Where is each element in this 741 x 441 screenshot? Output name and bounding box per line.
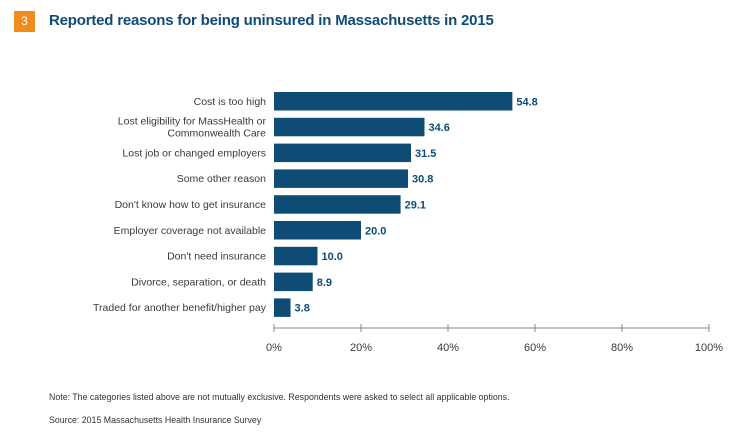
value-label-4: 29.1 — [405, 199, 426, 211]
chart-source: Source: 2015 Massachusetts Health Insura… — [49, 415, 262, 425]
chart-note: Note: The categories listed above are no… — [49, 392, 510, 402]
bar-8 — [274, 298, 291, 317]
value-label-7: 8.9 — [317, 277, 332, 289]
bar-0 — [274, 92, 513, 111]
bar-7 — [274, 272, 313, 292]
value-label-6: 10.0 — [322, 251, 343, 263]
category-label-0: Cost is too high — [194, 96, 267, 108]
bar-5 — [274, 221, 361, 240]
bar-2 — [274, 143, 412, 163]
category-label-1-line-0: Lost eligibility for MassHealth or — [118, 116, 267, 128]
x-tick-label-5: 100% — [695, 342, 723, 354]
category-label-1-line-1: Commonwealth Care — [167, 128, 266, 140]
value-label-3: 30.8 — [412, 174, 433, 186]
chart-title: Reported reasons for being uninsured in … — [49, 12, 494, 29]
x-tick-label-0: 0% — [266, 342, 282, 354]
x-tick-label-1: 20% — [350, 342, 372, 354]
bar-6 — [274, 246, 318, 266]
x-tick-label-4: 80% — [611, 342, 633, 354]
category-label-8: Traded for another benefit/higher pay — [93, 302, 267, 314]
value-label-8: 3.8 — [295, 303, 310, 315]
value-label-2: 31.5 — [415, 148, 436, 160]
bar-4 — [274, 195, 401, 214]
category-label-2: Lost job or changed employers — [122, 147, 266, 159]
x-tick-label-3: 60% — [524, 342, 546, 354]
figure-number-badge: 3 — [14, 11, 35, 32]
category-label-7: Divorce, separation, or death — [131, 276, 266, 288]
category-label-4: Don't know how to get insurance — [115, 199, 267, 211]
value-label-1: 34.6 — [429, 122, 450, 134]
category-label-6: Don't need insurance — [167, 251, 266, 263]
value-label-0: 54.8 — [516, 96, 537, 108]
value-label-5: 20.0 — [365, 225, 386, 237]
bar-1 — [274, 117, 425, 137]
x-tick-label-2: 40% — [437, 342, 459, 354]
bar-3 — [274, 169, 408, 188]
category-label-5: Employer coverage not available — [114, 225, 266, 237]
bar-chart: 54.8 Cost is too high 34.6 Lost eligibility… — [93, 92, 723, 354]
category-label-3: Some other reason — [177, 173, 266, 185]
